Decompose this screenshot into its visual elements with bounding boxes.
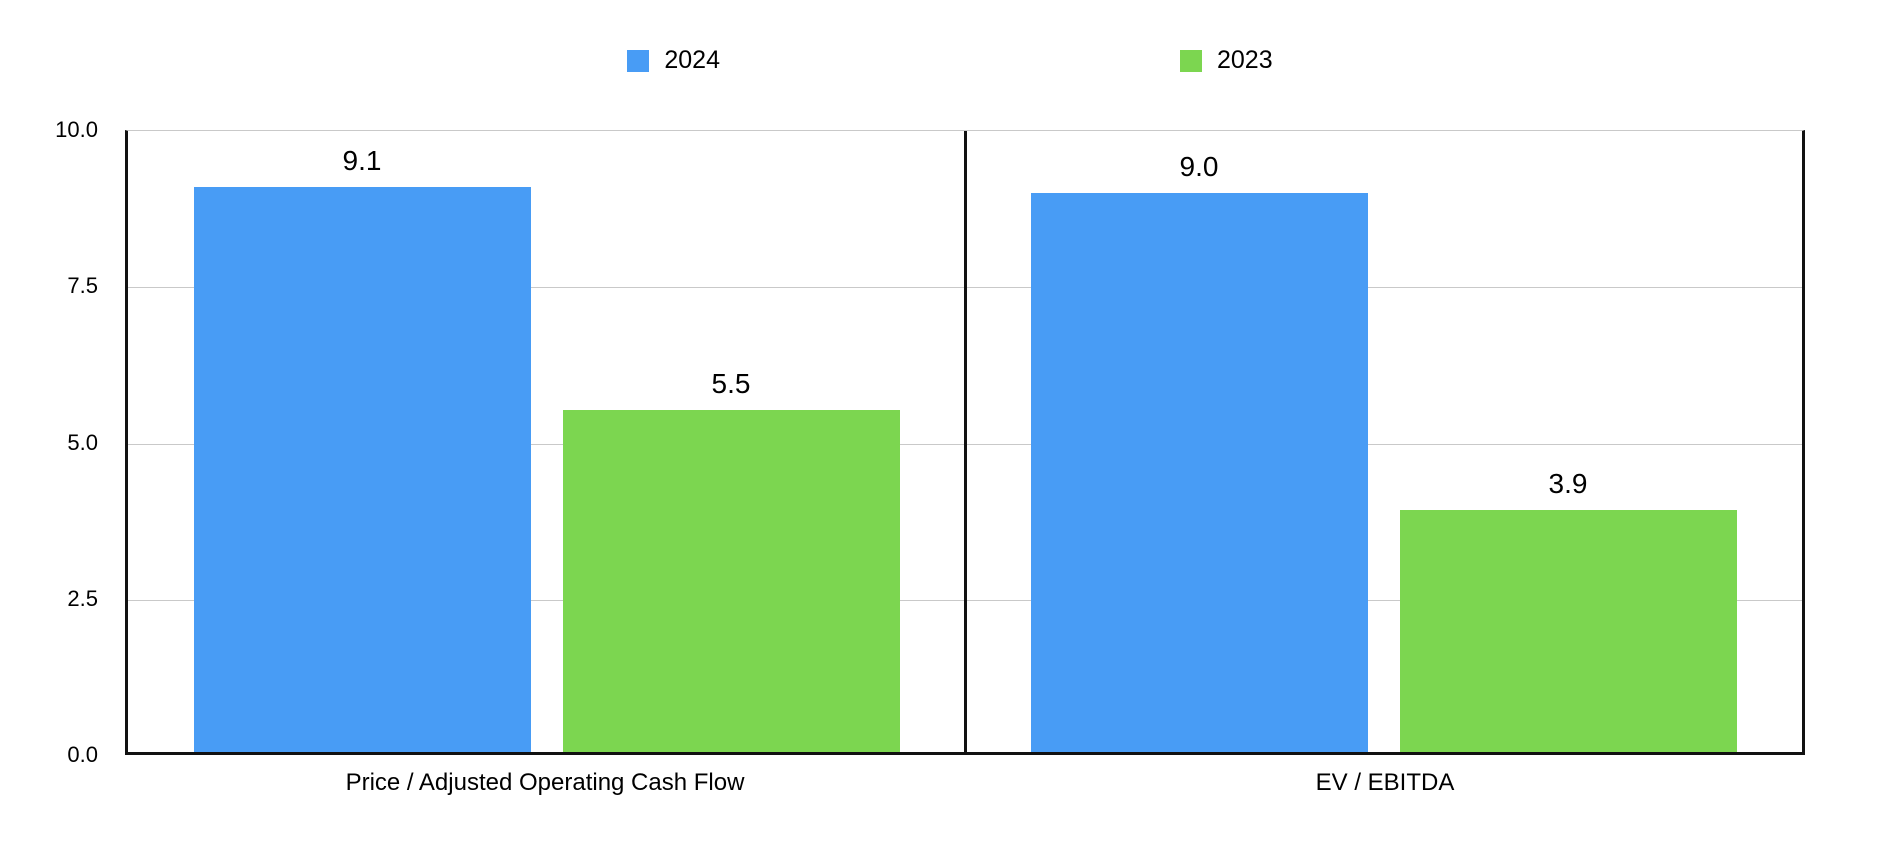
category-label: EV / EBITDA bbox=[1315, 769, 1455, 796]
y-tick-label: 10.0 bbox=[55, 117, 98, 142]
legend-item-2023: 2023 bbox=[1180, 48, 1273, 73]
bar-value-label: 5.5 bbox=[711, 368, 751, 400]
y-tick-label: 2.5 bbox=[67, 585, 98, 611]
y-tick-label: 5.0 bbox=[67, 429, 98, 455]
legend-swatch-icon bbox=[1180, 49, 1202, 72]
bar-value-label: 3.9 bbox=[1548, 467, 1588, 499]
bar-value-label: 9.0 bbox=[1179, 151, 1219, 183]
plot-area: 9.1 5.5 9.0 3.9 bbox=[125, 130, 1805, 755]
chart-legend: 2024 2023 bbox=[0, 48, 1900, 73]
category-label: Price / Adjusted Operating Cash Flow bbox=[345, 769, 745, 796]
legend-label: 2024 bbox=[664, 46, 720, 74]
legend-label: 2023 bbox=[1217, 46, 1273, 74]
y-tick-label: 0.0 bbox=[67, 742, 98, 767]
legend-item-2024: 2024 bbox=[627, 48, 720, 73]
bar-2023-category-0: 5.5 bbox=[562, 370, 900, 752]
y-tick-label: 7.5 bbox=[67, 273, 98, 299]
x-axis: Price / Adjusted Operating Cash Flow EV /… bbox=[125, 769, 1805, 801]
panel-divider bbox=[963, 131, 967, 752]
bar-2023-category-1: 3.9 bbox=[1399, 469, 1737, 752]
bar-2024-category-1: 9.0 bbox=[1030, 153, 1368, 752]
legend-swatch-icon bbox=[627, 49, 650, 72]
bar-value-label: 9.1 bbox=[342, 144, 382, 176]
category-panel-0: 9.1 5.5 bbox=[128, 131, 965, 752]
category-panel-1: 9.0 3.9 bbox=[965, 131, 1802, 752]
y-axis: 0.0 2.5 5.0 7.5 10.0 bbox=[0, 117, 98, 767]
bar-2024-category-0: 9.1 bbox=[193, 146, 531, 752]
